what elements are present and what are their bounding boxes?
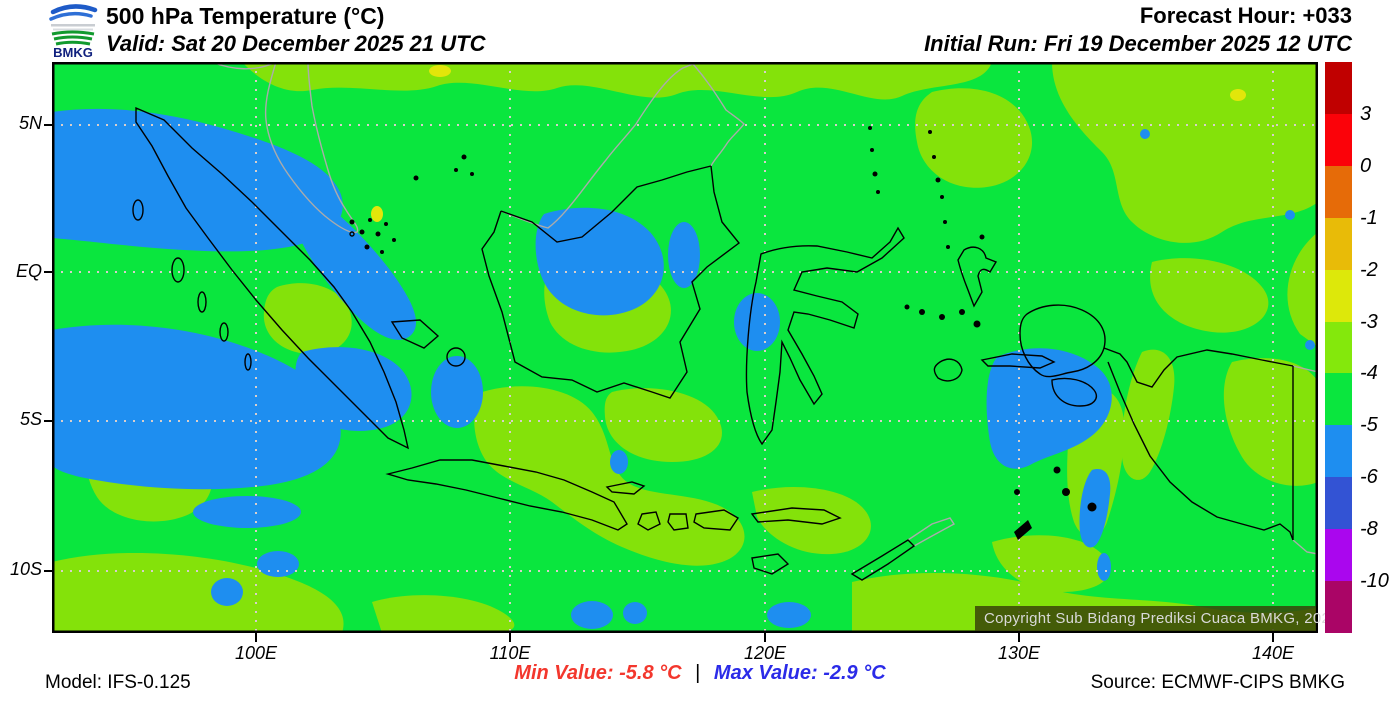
colorbar-label: -3 xyxy=(1360,310,1378,333)
lat-tick xyxy=(44,420,52,422)
temp-fill-blue-layer xyxy=(52,108,1315,629)
lon-tick xyxy=(509,633,511,642)
colorbar-label: -10 xyxy=(1360,570,1389,593)
lon-tick xyxy=(1272,633,1274,642)
colorbar-label: -4 xyxy=(1360,362,1378,385)
lon-label-140e: 140E xyxy=(1251,643,1295,663)
copyright-bar: Copyright Sub Bidang Prediksi Cuaca BMKG… xyxy=(975,606,1339,631)
map-frame xyxy=(52,62,1318,633)
model-label: Model: IFS-0.125 xyxy=(45,672,191,693)
temp-fill-yellow-layer xyxy=(371,65,1246,222)
forecast-hour: Forecast Hour: +033 xyxy=(1139,3,1352,28)
page-title: 500 hPa Temperature (°C) xyxy=(106,3,385,29)
max-value-label: Max Value: -2.9 °C xyxy=(713,662,886,684)
lon-label-120e: 120E xyxy=(743,643,787,663)
lat-label-5s: 5S xyxy=(19,409,42,429)
colorbar-label: -1 xyxy=(1360,206,1378,229)
colorbar-label: 0 xyxy=(1360,154,1372,177)
graticule-layer xyxy=(52,62,1318,633)
lon-tick xyxy=(1018,633,1020,642)
coastline-layer xyxy=(132,106,1294,581)
minmax-row: Min Value: -5.8 °C | Max Value: -2.9 °C xyxy=(0,662,1400,685)
colorbar-label: -8 xyxy=(1360,518,1378,541)
colorbar-label: -6 xyxy=(1360,466,1378,489)
colorbar-segment xyxy=(1325,217,1352,270)
lat-label-5n: 5N xyxy=(18,113,42,133)
lon-label-130e: 130E xyxy=(997,643,1041,663)
lat-tick xyxy=(44,271,52,273)
lat-label-10s: 10S xyxy=(9,559,42,579)
colorbar-segment xyxy=(1325,113,1352,166)
colorbar-label: -5 xyxy=(1360,414,1378,437)
min-value-label: Min Value: -5.8 °C xyxy=(514,662,682,684)
initial-run: Initial Run: Fri 19 December 2025 12 UTC xyxy=(924,31,1352,56)
lon-tick xyxy=(255,633,257,642)
colorbar-segment xyxy=(1325,477,1352,530)
colorbar-segment xyxy=(1325,165,1352,218)
minmax-separator: | xyxy=(695,662,701,684)
bmkg-logo-text: BMKG xyxy=(53,45,93,59)
lat-label-eq: EQ xyxy=(15,261,42,281)
lon-label-110e: 110E xyxy=(489,643,531,663)
lon-label-100e: 100E xyxy=(234,643,278,663)
colorbar-segment xyxy=(1325,373,1352,426)
lon-tick xyxy=(764,633,766,642)
colorbar-segment xyxy=(1325,581,1352,633)
temperature-map: Copyright Sub Bidang Prediksi Cuaca BMKG… xyxy=(52,62,1339,633)
small-islands-layer xyxy=(349,126,1097,540)
colorbar-segments xyxy=(1325,62,1352,633)
colorbar-segment xyxy=(1325,62,1352,114)
lat-tick xyxy=(44,570,52,572)
colorbar-label: -2 xyxy=(1360,258,1378,281)
colorbar-label: 3 xyxy=(1360,102,1372,125)
colorbar-segment xyxy=(1325,321,1352,374)
colorbar-segment xyxy=(1325,529,1352,582)
foreign-coastline-layer xyxy=(211,62,1318,555)
lat-tick xyxy=(44,124,52,126)
colorbar-segment xyxy=(1325,425,1352,478)
map-svg xyxy=(52,62,1318,633)
source-label: Source: ECMWF-CIPS BMKG xyxy=(1090,672,1345,693)
valid-time: Valid: Sat 20 December 2025 21 UTC xyxy=(106,31,486,56)
bmkg-logo: BMKG xyxy=(49,4,98,59)
colorbar-segment xyxy=(1325,269,1352,322)
